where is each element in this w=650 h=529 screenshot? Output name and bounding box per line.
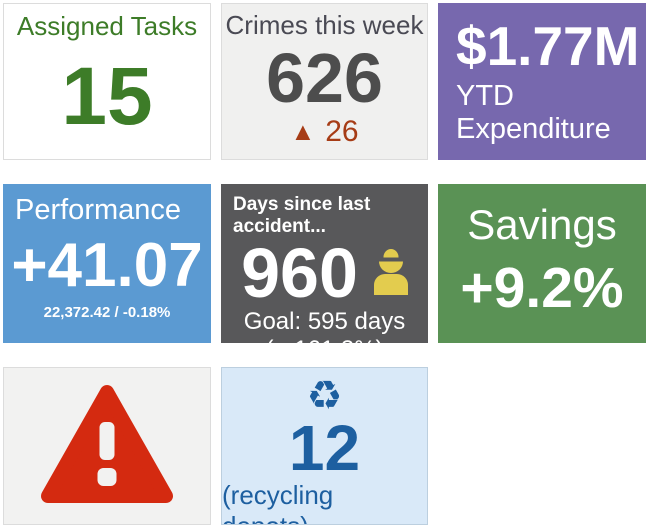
tile-recycling: ♻ 12 (recycling depots) <box>221 367 428 525</box>
crimes-delta-value: 26 <box>325 115 359 148</box>
up-triangle-icon: ▲ <box>290 117 316 146</box>
warning-triangle-icon <box>40 382 174 511</box>
recycling-value: 12 <box>288 412 361 484</box>
empty-cell <box>438 367 646 525</box>
savings-title: Savings <box>467 201 617 248</box>
recycling-label: (recycling depots) <box>222 480 334 524</box>
crimes-delta: ▲ 26 <box>290 115 358 149</box>
savings-value: +9.2% <box>460 256 624 321</box>
crimes-value: 626 <box>266 39 383 117</box>
recycle-icon: ♻ <box>306 374 343 418</box>
accident-value: 960 <box>241 234 358 312</box>
tile-crimes-this-week: Crimes this week 626 ▲ 26 <box>221 3 428 160</box>
assigned-tasks-value: 15 <box>61 50 153 142</box>
accident-title: Days since last accident... <box>233 194 371 237</box>
accident-goal: Goal: 595 days (+ 161.3%) <box>243 308 406 343</box>
tile-assigned-tasks: Assigned Tasks 15 <box>3 3 211 160</box>
expenditure-value: $1.77M <box>456 15 640 78</box>
tile-ytd-expenditure: $1.77M YTD Expenditure <box>438 3 646 160</box>
tile-performance: Performance +41.07 22,372.42 / -0.18% <box>3 184 211 343</box>
tile-days-since-accident: Days since last accident... 960 Goal: 59… <box>221 184 428 343</box>
performance-title: Performance <box>15 194 182 226</box>
expenditure-label: YTD Expenditure <box>456 79 611 145</box>
performance-value: +41.07 <box>11 230 203 300</box>
tile-warning <box>3 367 211 525</box>
tile-savings: Savings +9.2% <box>438 184 646 343</box>
performance-detail: 22,372.42 / -0.18% <box>43 304 171 321</box>
crimes-title: Crimes this week <box>225 10 424 40</box>
assigned-tasks-title: Assigned Tasks <box>16 11 198 41</box>
worker-icon <box>373 247 408 300</box>
